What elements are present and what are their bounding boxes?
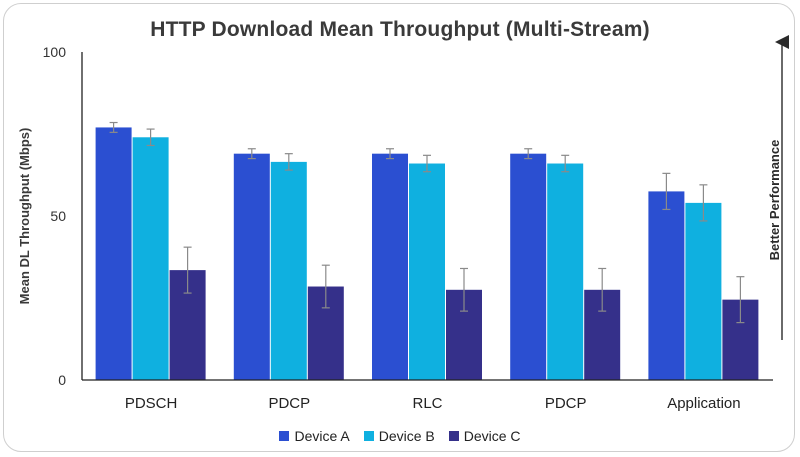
x-tick-label: PDSCH bbox=[125, 395, 178, 412]
chart-title: HTTP Download Mean Throughput (Multi-Str… bbox=[150, 18, 650, 41]
bar bbox=[547, 163, 584, 380]
y-tick-label: 50 bbox=[50, 208, 66, 224]
bar bbox=[409, 163, 445, 380]
legend-swatch bbox=[279, 431, 290, 441]
x-axis: PDSCH PDCP RLC PDCP Application bbox=[82, 379, 773, 412]
legend-swatch bbox=[363, 431, 374, 441]
legend-item-device-c: Device C bbox=[448, 428, 521, 444]
bar bbox=[132, 137, 169, 380]
y-axis-label: Mean DL Throughput (Mbps) bbox=[17, 128, 32, 305]
y-tick-label: 100 bbox=[43, 44, 67, 60]
legend: Device A Device B Device C bbox=[0, 428, 800, 444]
y-axis: 0 50 100 bbox=[43, 44, 83, 388]
legend-swatch bbox=[448, 431, 459, 441]
bar bbox=[510, 153, 547, 380]
bar bbox=[233, 153, 270, 380]
legend-label: Device C bbox=[463, 428, 521, 444]
legend-label: Device A bbox=[294, 428, 350, 444]
bar bbox=[372, 153, 408, 380]
legend-item-device-b: Device B bbox=[363, 428, 435, 444]
legend-label: Device B bbox=[378, 428, 435, 444]
bar bbox=[270, 161, 307, 380]
bar bbox=[685, 202, 722, 380]
x-tick-label: PDCP bbox=[545, 395, 587, 412]
x-tick-label: PDCP bbox=[268, 395, 310, 412]
bar bbox=[95, 127, 132, 380]
bars bbox=[95, 121, 759, 380]
legend-item-device-a: Device A bbox=[279, 428, 350, 444]
better-performance-label: Better Performance bbox=[767, 140, 782, 261]
y-tick-label: 0 bbox=[58, 372, 66, 388]
x-tick-label: RLC bbox=[412, 395, 442, 412]
bar bbox=[648, 191, 685, 380]
x-tick-label: Application bbox=[667, 395, 740, 412]
